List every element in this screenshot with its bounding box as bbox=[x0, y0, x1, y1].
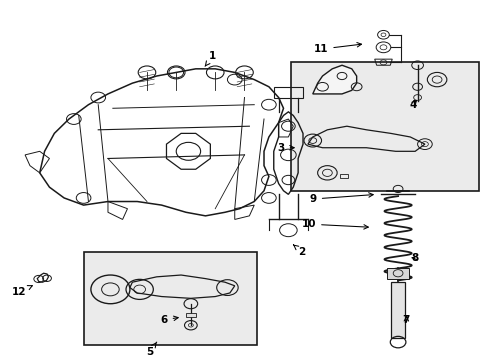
Bar bbox=[390, 282, 405, 338]
FancyBboxPatch shape bbox=[83, 252, 256, 345]
Text: 9: 9 bbox=[309, 193, 372, 204]
Text: 6: 6 bbox=[160, 315, 178, 325]
Text: 2: 2 bbox=[293, 245, 305, 257]
Text: 12: 12 bbox=[12, 285, 32, 297]
Polygon shape bbox=[312, 65, 356, 94]
FancyBboxPatch shape bbox=[290, 62, 478, 191]
Text: 1: 1 bbox=[204, 51, 216, 66]
Text: 7: 7 bbox=[402, 315, 409, 325]
Polygon shape bbox=[386, 268, 408, 279]
Text: 8: 8 bbox=[411, 253, 418, 263]
Bar bbox=[185, 313, 195, 317]
Text: 4: 4 bbox=[408, 100, 416, 110]
Text: 10: 10 bbox=[301, 219, 367, 229]
Text: 3: 3 bbox=[277, 143, 294, 153]
Text: 11: 11 bbox=[313, 42, 361, 54]
Text: 5: 5 bbox=[145, 342, 156, 357]
Bar bbox=[339, 174, 347, 178]
